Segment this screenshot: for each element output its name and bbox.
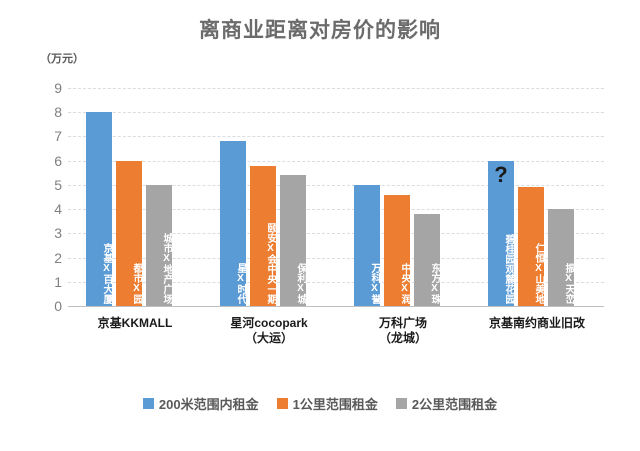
y-tick-label: 7 (54, 128, 62, 145)
legend-item[interactable]: 200米范围内租金 (142, 394, 259, 413)
gridline-3 (68, 233, 604, 235)
legend-swatch-icon (395, 398, 407, 409)
bar-point-label: 城市X地产广场 (161, 233, 172, 304)
bar-slot: 碧桂园观麓花园? (488, 88, 514, 306)
bar-value-label: 4.9 (520, 191, 542, 209)
y-tick-label: 4 (54, 201, 62, 218)
bar-point-label: 京基X百大厦 (101, 243, 112, 304)
bar-value-label: 3.8 (416, 217, 438, 235)
bar-slot: 城市X地产广场 5 (146, 88, 172, 306)
category-axis: 京基KKMALL 星河cocopark （大运） 万科广场 （龙城） 京基南约商业旧改 (68, 316, 604, 362)
bar[interactable]: 都市X园 (116, 160, 142, 306)
bar-group: 万科X誉 5 中央X润 4.6 东方X珠 3.8 (354, 88, 440, 306)
bar-value-label: ? (494, 161, 508, 187)
bar-point-label: 万科X誉 (369, 263, 380, 304)
y-tick-label: 6 (54, 152, 62, 169)
bar[interactable]: 万科X誉 (354, 184, 380, 306)
bar-point-label: 颐安X会中央一期 (265, 223, 276, 304)
chart-title: 离商业距离对房价的影响 (199, 19, 441, 42)
bar-slot: 中央X润 4.6 (384, 88, 410, 306)
bar[interactable]: 中央X润 (384, 194, 410, 306)
bar-point-label: 仁恒X山美地 (533, 243, 544, 304)
y-tick-label: 5 (54, 176, 62, 193)
bar-group: 星X时代 6.8 颐安X会中央一期 5.8 保利X城 5.4 (220, 88, 306, 306)
y-tick-label: 1 (54, 273, 62, 290)
y-axis-unit-label: （万元） (40, 53, 84, 65)
category-label: 星河cocopark （大运） (230, 316, 308, 345)
bar-slot: 东方X珠 3.8 (414, 88, 440, 306)
bar[interactable]: 京基X百大厦 (86, 112, 112, 306)
legend-item[interactable]: 2公里范围租金 (395, 394, 498, 413)
legend-swatch-icon (276, 398, 288, 409)
y-tick-label: 2 (54, 249, 62, 266)
y-tick-label: 9 (54, 80, 62, 96)
bar-value-label: 6.8 (222, 145, 244, 163)
legend-label: 2公里范围租金 (411, 397, 498, 412)
legend-label: 200米范围内租金 (158, 397, 259, 412)
gridline-4 (68, 209, 604, 211)
bar-slot: 颐安X会中央一期 5.8 (250, 88, 276, 306)
bar-slot: 振X天峦 4 (548, 88, 574, 306)
gridline-7 (68, 136, 604, 138)
bar-point-label: 碧桂园观麓花园 (503, 234, 514, 304)
bar-point-label: 振X天峦 (563, 263, 574, 304)
bar-point-label: 中央X润 (399, 263, 410, 304)
bar[interactable]: 东方X珠 (414, 213, 440, 306)
bar-value-label: 6 (124, 164, 134, 182)
gridline-5 (68, 184, 604, 186)
bar-value-label: 5 (154, 188, 164, 206)
bar-value-label: 4.6 (386, 198, 408, 216)
bar-value-label: 4 (556, 213, 566, 231)
category-label: 京基南约商业旧改 (488, 316, 585, 330)
gridline-0 (68, 306, 604, 307)
legend-item[interactable]: 1公里范围租金 (276, 394, 378, 413)
bar-slot: 万科X誉 5 (354, 88, 380, 306)
y-tick-label: 0 (54, 298, 62, 314)
bar-point-label: 保利X城 (295, 263, 306, 304)
bar[interactable]: 城市X地产广场 (146, 184, 172, 306)
bar[interactable]: 振X天峦 (548, 209, 574, 306)
bar-group: 碧桂园观麓花园? 仁恒X山美地 4.9 振X天峦 4 (488, 88, 574, 306)
plot-area: 京基X百大厦 8 都市X园 6 城市X地产广场 5 星X时代 6.8 颐安X会中央一期 5.8 保利… (68, 88, 604, 307)
category-label: 京基KKMALL (97, 316, 173, 330)
y-axis: 9 8 7 6 5 4 3 2 1 0 (34, 80, 62, 314)
legend-swatch-icon (142, 398, 154, 409)
bar[interactable]: 保利X城 (280, 175, 306, 306)
gridline-1 (68, 281, 604, 283)
legend-label: 1公里范围租金 (292, 397, 378, 412)
bar[interactable]: 颐安X会中央一期 (250, 165, 276, 306)
category-label: 万科广场 （龙城） (378, 316, 427, 345)
gridline-2 (68, 257, 604, 259)
bar[interactable]: 星X时代 (220, 141, 246, 306)
bar-value-label: 5.8 (252, 169, 274, 187)
bar-point-label: 都市X园 (131, 263, 142, 304)
gridline-8 (68, 112, 604, 114)
bar-value-label: 5.4 (282, 179, 304, 197)
bar-value-label: 8 (94, 116, 104, 134)
chart-legend: 200米范围内租金 1公里范围租金 2公里范围租金 (0, 394, 640, 413)
bar-value-label: 5 (362, 188, 372, 206)
bar[interactable]: 碧桂园观麓花园 (488, 160, 514, 306)
gridline-9 (68, 88, 604, 89)
bar-slot: 都市X园 6 (116, 88, 142, 306)
bar-slot: 仁恒X山美地 4.9 (518, 88, 544, 306)
bar-group: 京基X百大厦 8 都市X园 6 城市X地产广场 5 (86, 88, 172, 306)
y-tick-label: 8 (54, 104, 62, 121)
y-tick-label: 3 (54, 225, 62, 242)
bar-point-label: 星X时代 (235, 263, 246, 304)
bar-slot: 京基X百大厦 8 (86, 88, 112, 306)
gridline-6 (68, 160, 604, 162)
bar-point-label: 东方X珠 (429, 263, 440, 304)
bar-slot: 星X时代 6.8 (220, 88, 246, 306)
bar-slot: 保利X城 5.4 (280, 88, 306, 306)
bar[interactable]: 仁恒X山美地 (518, 187, 544, 306)
